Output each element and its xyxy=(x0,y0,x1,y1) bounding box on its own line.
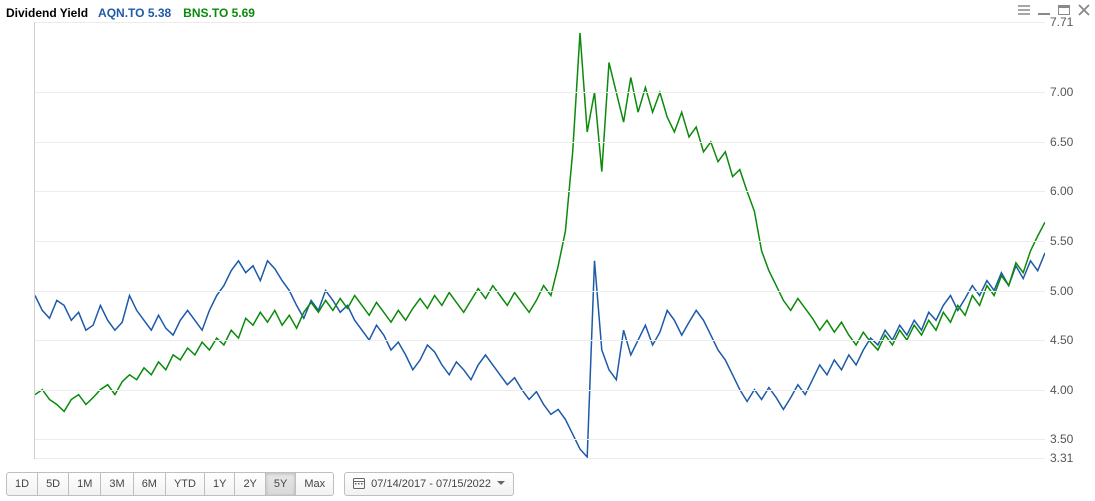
series-line-bns-to xyxy=(35,33,1045,412)
grid-line xyxy=(35,390,1045,391)
grid-line xyxy=(35,92,1045,93)
chart-legend: AQN.TO 5.38 BNS.TO 5.69 xyxy=(98,6,267,20)
range-button-5d[interactable]: 5D xyxy=(37,472,69,496)
minimize-icon[interactable] xyxy=(1037,3,1051,17)
grid-line xyxy=(35,291,1045,292)
series-line-aqn-to xyxy=(35,253,1045,457)
chevron-down-icon xyxy=(497,478,505,490)
chart-title: Dividend Yield xyxy=(6,6,88,20)
y-tick-label: 5.00 xyxy=(1050,284,1090,298)
range-button-5y[interactable]: 5Y xyxy=(265,472,296,496)
y-tick-label: 3.50 xyxy=(1050,432,1090,446)
grid-line xyxy=(35,458,1045,459)
date-range-picker[interactable]: 07/14/2017 - 07/15/2022 xyxy=(344,472,514,496)
grid-line xyxy=(35,142,1045,143)
range-button-6m[interactable]: 6M xyxy=(133,472,166,496)
y-tick-label: 4.50 xyxy=(1050,333,1090,347)
calendar-icon xyxy=(353,477,365,492)
range-button-3m[interactable]: 3M xyxy=(100,472,133,496)
grid-line xyxy=(35,22,1045,23)
range-button-ytd[interactable]: YTD xyxy=(165,472,205,496)
legend-item-bns-to[interactable]: BNS.TO 5.69 xyxy=(183,6,255,20)
range-button-1y[interactable]: 1Y xyxy=(204,472,235,496)
grid-line xyxy=(35,241,1045,242)
date-range-label: 07/14/2017 - 07/15/2022 xyxy=(371,478,491,490)
grid-line xyxy=(35,340,1045,341)
chart-header: Dividend Yield AQN.TO 5.38 BNS.TO 5.69 xyxy=(6,4,1089,22)
y-tick-label: 3.31 xyxy=(1050,451,1090,465)
range-toolbar: 1D5D1M3M6MYTD1Y2Y5YMax 07/14/2017 - 07/1… xyxy=(6,472,514,496)
y-tick-label: 5.50 xyxy=(1050,234,1090,248)
chart-plot-area xyxy=(34,22,1045,459)
y-tick-label: 4.00 xyxy=(1050,383,1090,397)
grid-line xyxy=(35,439,1045,440)
range-button-group: 1D5D1M3M6MYTD1Y2Y5YMax xyxy=(6,472,334,496)
range-button-2y[interactable]: 2Y xyxy=(234,472,265,496)
y-tick-label: 7.00 xyxy=(1050,85,1090,99)
y-tick-label: 6.00 xyxy=(1050,184,1090,198)
y-tick-label: 7.71 xyxy=(1050,15,1090,29)
range-button-max[interactable]: Max xyxy=(295,472,334,496)
legend-item-aqn-to[interactable]: AQN.TO 5.38 xyxy=(98,6,171,20)
range-button-1d[interactable]: 1D xyxy=(6,472,38,496)
grid-line xyxy=(35,191,1045,192)
menu-icon[interactable] xyxy=(1017,3,1031,17)
range-button-1m[interactable]: 1M xyxy=(68,472,101,496)
y-tick-label: 6.50 xyxy=(1050,135,1090,149)
